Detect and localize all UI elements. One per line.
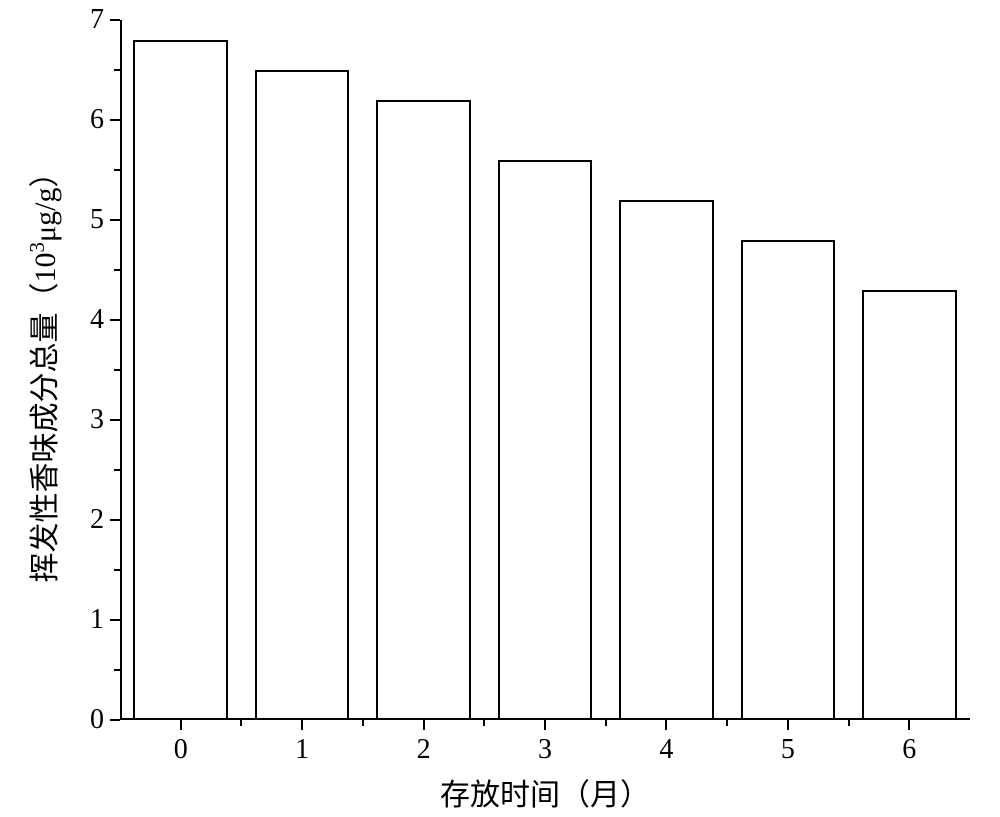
x-tick-minor xyxy=(362,720,364,726)
y-tick-minor xyxy=(114,369,120,371)
x-tick-major xyxy=(301,720,303,730)
y-tick-minor xyxy=(114,69,120,71)
bar xyxy=(498,160,593,720)
y-tick-minor xyxy=(114,469,120,471)
y-tick-minor xyxy=(114,269,120,271)
y-tick-major xyxy=(110,119,120,121)
x-tick-minor xyxy=(483,720,485,726)
y-tick-label: 1 xyxy=(74,604,104,636)
x-tick-label: 6 xyxy=(902,734,916,766)
x-tick-label: 5 xyxy=(781,734,795,766)
y-axis-label-text: 挥发性香味成分总量（103μg/g） xyxy=(29,158,62,583)
y-tick-label: 3 xyxy=(74,404,104,436)
x-tick-label: 2 xyxy=(417,734,431,766)
y-tick-major xyxy=(110,319,120,321)
x-tick-major xyxy=(908,720,910,730)
y-tick-label: 5 xyxy=(74,204,104,236)
x-tick-major xyxy=(423,720,425,730)
bar xyxy=(133,40,228,720)
x-tick-major xyxy=(665,720,667,730)
y-tick-minor xyxy=(114,669,120,671)
bar xyxy=(741,240,836,720)
y-tick-minor xyxy=(114,569,120,571)
y-tick-label: 6 xyxy=(74,104,104,136)
x-tick-minor xyxy=(240,720,242,726)
bar xyxy=(619,200,714,720)
bar xyxy=(255,70,350,720)
y-tick-major xyxy=(110,19,120,21)
x-tick-label: 0 xyxy=(174,734,188,766)
x-tick-minor xyxy=(848,720,850,726)
y-tick-major xyxy=(110,219,120,221)
y-tick-minor xyxy=(114,169,120,171)
y-tick-label: 0 xyxy=(74,704,104,736)
x-tick-label: 3 xyxy=(538,734,552,766)
bar xyxy=(862,290,957,720)
x-tick-minor xyxy=(605,720,607,726)
x-tick-label: 1 xyxy=(295,734,309,766)
x-axis-label: 存放时间（月） xyxy=(440,770,650,814)
y-tick-major xyxy=(110,519,120,521)
x-tick-major xyxy=(180,720,182,730)
x-tick-minor xyxy=(726,720,728,726)
x-tick-major xyxy=(544,720,546,730)
y-axis-label: 挥发性香味成分总量（103μg/g） xyxy=(20,158,64,583)
y-tick-label: 2 xyxy=(74,504,104,536)
y-tick-major xyxy=(110,719,120,721)
y-tick-major xyxy=(110,419,120,421)
x-tick-major xyxy=(787,720,789,730)
bar xyxy=(376,100,471,720)
y-tick-label: 7 xyxy=(74,4,104,36)
y-tick-label: 4 xyxy=(74,304,104,336)
x-tick-label: 4 xyxy=(659,734,673,766)
chart-figure: 挥发性香味成分总量（103μg/g） 存放时间（月） 0 1 2 3 4 5 6 7 0 1 2 3 4… xyxy=(0,0,1000,817)
y-tick-major xyxy=(110,619,120,621)
